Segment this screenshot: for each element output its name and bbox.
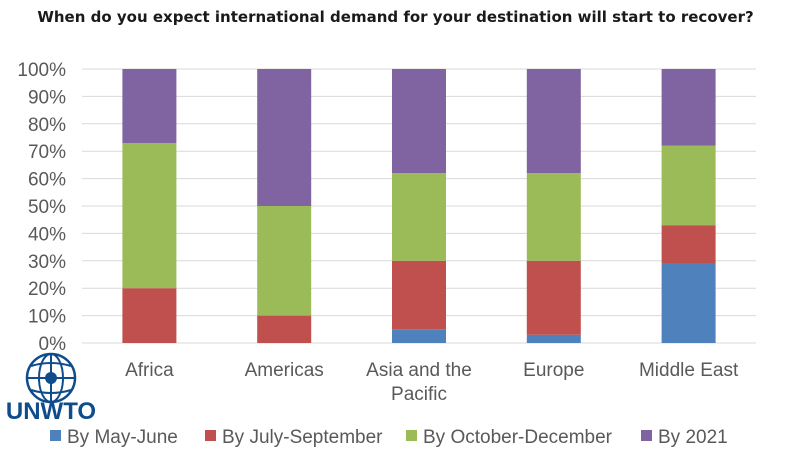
y-tick-label: 40% — [28, 224, 66, 245]
y-tick-label: 70% — [28, 142, 66, 163]
bar-segment — [526, 69, 581, 174]
bar-segment — [257, 69, 312, 206]
bar-segment — [392, 329, 446, 343]
x-category-label: Americas — [245, 360, 324, 381]
legend-label: By May-June — [67, 427, 178, 448]
x-category-label: Europe — [523, 360, 584, 381]
bar-segment — [257, 206, 312, 316]
y-axis-ticks: 0% 10% 20% 30% 40% 50% 60% 70% 80% 90% 100% — [17, 60, 66, 355]
bar-segment — [526, 173, 581, 261]
bar-segment — [661, 69, 716, 146]
y-tick-label: 90% — [28, 87, 66, 108]
legend: By May-June By July-September By October-D… — [50, 427, 728, 448]
bar-segment — [661, 263, 716, 343]
y-tick-label: 0% — [39, 334, 67, 355]
bar-segment — [661, 145, 716, 226]
bar-segment — [392, 260, 446, 330]
chart-title: When do you expect international demand … — [37, 8, 754, 26]
bar-segment — [122, 288, 177, 343]
bar-segment — [122, 69, 177, 143]
legend-swatch — [50, 430, 61, 441]
y-tick-label: 10% — [28, 307, 66, 328]
y-tick-label: 30% — [28, 252, 66, 273]
y-tick-label: 20% — [28, 279, 66, 300]
legend-swatch — [641, 430, 652, 441]
bars — [122, 69, 716, 343]
y-tick-label: 60% — [28, 170, 66, 191]
bar-segment — [122, 142, 177, 289]
bar-segment — [392, 173, 446, 261]
x-category-label: Middle East — [639, 360, 739, 381]
y-tick-label: 80% — [28, 115, 66, 136]
logo-text: UNWTO — [6, 398, 96, 425]
globe-icon — [25, 352, 77, 404]
legend-label: By 2021 — [658, 427, 728, 448]
legend-label: By October-December — [423, 427, 613, 448]
x-category-label: Asia and the — [366, 360, 472, 381]
legend-swatch — [406, 430, 417, 441]
bar-segment — [392, 69, 446, 174]
x-category-label: Pacific — [391, 384, 447, 405]
y-tick-label: 50% — [28, 197, 66, 218]
bar-segment — [257, 315, 312, 343]
bar-segment — [526, 260, 581, 335]
x-category-label: Africa — [125, 360, 174, 381]
y-tick-label: 100% — [17, 60, 66, 81]
unwto-logo: UNWTO — [6, 352, 96, 425]
bar-segment — [526, 334, 581, 343]
x-axis-categories: Africa Americas Asia and the Pacific Europe M… — [125, 360, 739, 405]
legend-swatch — [205, 430, 216, 441]
legend-label: By July-September — [222, 427, 383, 448]
bar-segment — [661, 225, 716, 264]
